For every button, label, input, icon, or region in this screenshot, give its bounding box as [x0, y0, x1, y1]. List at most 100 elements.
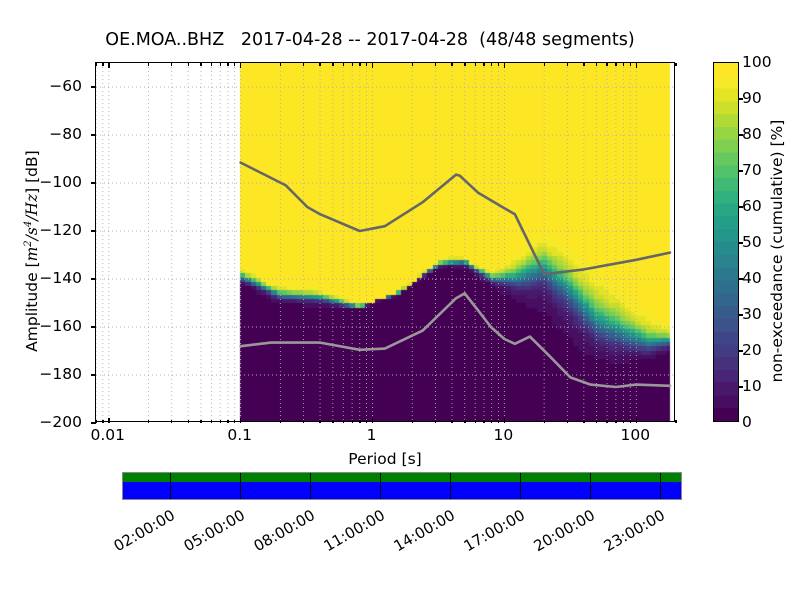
x-tickmark [227, 63, 229, 66]
y-tickmark [91, 230, 96, 232]
x-tickmark [583, 420, 585, 423]
x-tickmark [240, 63, 242, 68]
x-tickmark [503, 418, 506, 423]
x-tickmark [219, 420, 222, 423]
coverage-tickmark [659, 473, 661, 499]
coverage-time-label: 23:00:00 [600, 506, 668, 556]
x-tickmark [351, 63, 353, 66]
x-tickmark [279, 420, 282, 423]
coverage-tickmark [449, 473, 451, 499]
x-tickmark [483, 420, 485, 423]
ppsd-canvas-clip [96, 63, 674, 421]
y-tickmark [91, 326, 96, 328]
x-tickmark [543, 63, 545, 66]
x-tickmark [351, 420, 353, 423]
coverage-tickmark [519, 473, 521, 499]
colorbar-tickmark [738, 278, 743, 280]
x-axis-tick-labels: 0.01 0.1 1 10 100 [0, 426, 800, 452]
x-tickmark [474, 420, 476, 423]
x-tickmark [474, 63, 476, 66]
x-tickmark [147, 420, 150, 423]
y-tickmark [91, 422, 96, 424]
colorbar[interactable] [713, 62, 743, 422]
coverage-band-green [123, 473, 681, 482]
x-tickmark [615, 420, 617, 423]
x-tickmark [464, 420, 466, 423]
x-tickmark [543, 420, 545, 423]
x-tick-label: 100 [620, 426, 651, 444]
x-tickmark [319, 63, 321, 66]
y-tick-label: −160 [39, 317, 82, 335]
coverage-band-blue [123, 481, 681, 499]
x-tickmark [596, 420, 598, 423]
x-tickmark [606, 420, 608, 423]
x-axis-title: Period [s] [348, 450, 422, 468]
colorbar-tick-labels: 0 10 20 30 40 50 60 70 80 90 100 [742, 0, 782, 600]
y-tickmark [91, 374, 96, 376]
x-tickmark [483, 63, 485, 66]
x-tickmark [359, 420, 361, 423]
colorbar-tickmark [738, 314, 743, 316]
coverage-tickmark [379, 473, 381, 499]
x-tickmark [200, 63, 202, 66]
x-tickmark [622, 63, 625, 66]
x-tickmark [629, 420, 632, 423]
x-tickmark [210, 63, 213, 66]
x-tickmark [583, 63, 585, 66]
x-tickmark [675, 420, 677, 423]
coverage-time-label: 14:00:00 [390, 506, 458, 556]
x-tickmark [635, 418, 638, 423]
colorbar-tick-label: 70 [742, 161, 762, 179]
y-tickmark [91, 278, 96, 280]
x-tickmark [606, 63, 608, 66]
x-tickmark [219, 63, 222, 66]
x-tickmark [95, 420, 97, 423]
coverage-time-label: 20:00:00 [530, 506, 598, 556]
y-tick-label: −100 [39, 173, 82, 191]
ppsd-heatmap-canvas [96, 63, 674, 421]
colorbar-tickmark [738, 170, 743, 172]
x-tickmark [434, 63, 437, 66]
colorbar-tickmark [738, 350, 743, 352]
gridlines [96, 63, 674, 421]
x-tickmark [497, 420, 500, 423]
x-tickmark [332, 420, 334, 423]
x-tickmark [102, 420, 104, 423]
colorbar-tick-label: 60 [742, 197, 762, 215]
colorbar-tick-label: 30 [742, 305, 762, 323]
colorbar-title: non-exceedance (cumulative) [%] [768, 119, 786, 383]
x-tickmark [108, 418, 110, 423]
data-coverage-bar[interactable] [122, 472, 682, 500]
x-tickmark [411, 420, 414, 423]
x-tickmark [147, 63, 150, 66]
x-tickmark [451, 420, 453, 423]
coverage-tickmark [589, 473, 591, 499]
coverage-time-labels: 02:00:00 05:00:00 08:00:00 11:00:00 14:00:00… [0, 500, 800, 590]
y-tick-label: −180 [39, 365, 82, 383]
colorbar-tick-label: 40 [742, 269, 762, 287]
x-tickmark [365, 420, 368, 423]
x-tickmark [227, 420, 229, 423]
coverage-tickmark [169, 473, 171, 499]
y-tick-label: −200 [39, 413, 82, 431]
colorbar-tickmark [738, 242, 743, 244]
nlnm-curve [239, 292, 672, 389]
x-tickmark [451, 63, 453, 66]
coverage-tickmark [309, 473, 311, 499]
coverage-time-label: 11:00:00 [320, 506, 388, 556]
x-tickmark [234, 420, 236, 423]
colorbar-tick-label: 0 [742, 413, 752, 431]
x-tickmark [371, 418, 374, 423]
x-tickmark [171, 420, 173, 423]
y-tickmark [91, 134, 96, 136]
x-tickmark [365, 63, 368, 66]
ppsd-plot-area[interactable] [91, 62, 677, 424]
x-tickmark [596, 63, 598, 66]
colorbar-tickmark [738, 98, 743, 100]
x-tickmark [491, 63, 493, 66]
x-tickmark [342, 63, 345, 66]
y-tick-label: −80 [49, 125, 82, 143]
x-tickmark [332, 63, 334, 66]
colorbar-tick-label: 10 [742, 377, 762, 395]
